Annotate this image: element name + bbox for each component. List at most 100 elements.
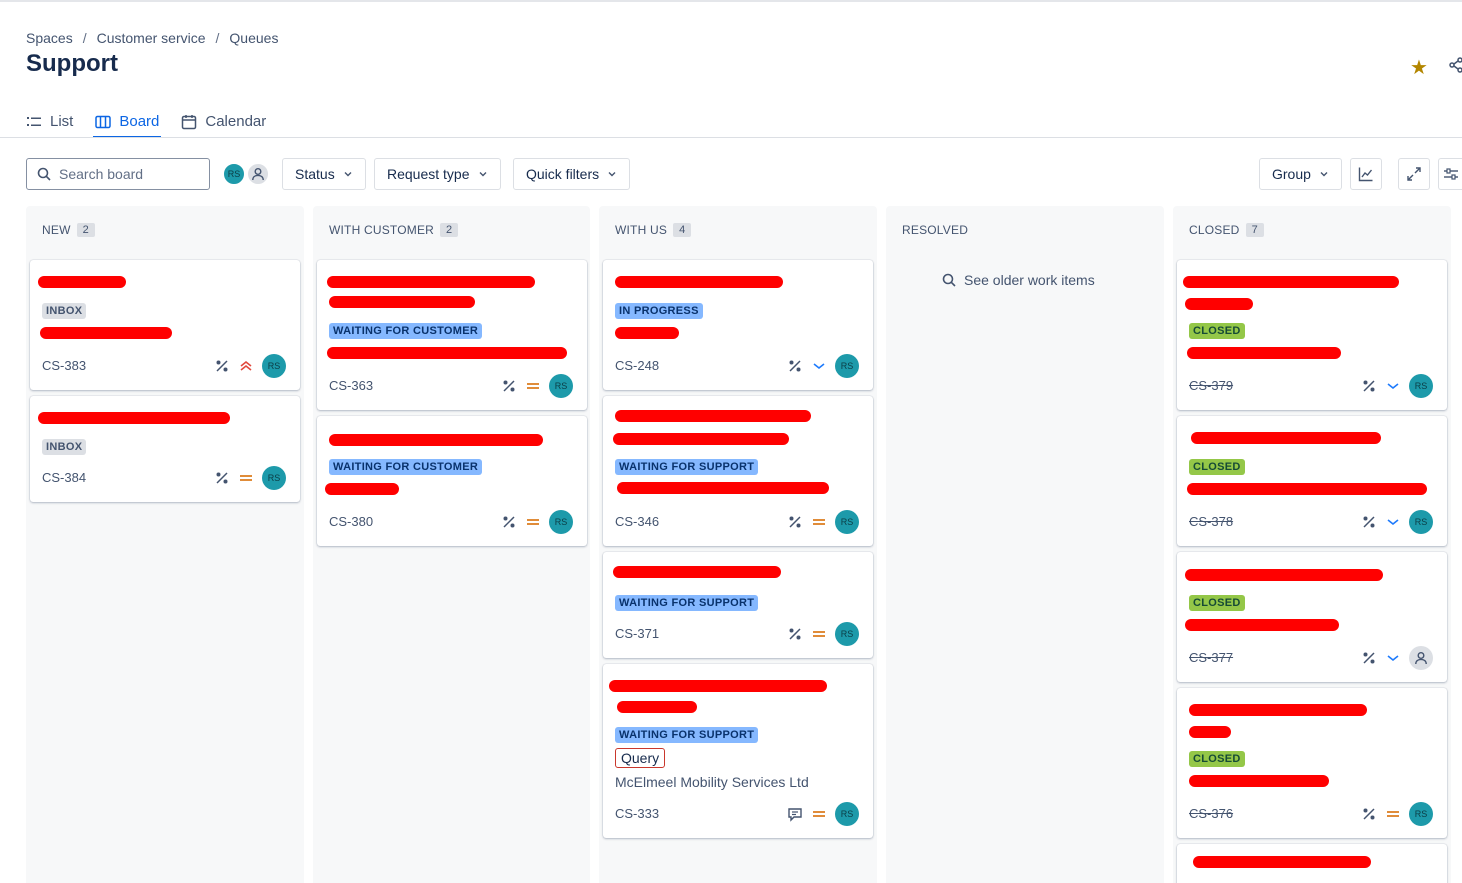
card-meta: RS [787, 510, 859, 534]
work-item-key[interactable]: CS-371 [615, 626, 660, 641]
board-icon [95, 115, 112, 129]
work-item-key[interactable]: CS-346 [615, 514, 660, 529]
work-item-card[interactable] [1177, 844, 1447, 883]
search-icon [942, 273, 956, 287]
column-count: 4 [673, 223, 692, 237]
quick-filters-dropdown[interactable]: Quick filters [513, 158, 631, 190]
tab-list[interactable]: List [26, 108, 73, 138]
assignee-avatar[interactable]: RS [262, 466, 286, 490]
column-header: WITH CUSTOMER 2 [329, 223, 459, 237]
see-older-work-items-link[interactable]: See older work items [942, 272, 1095, 288]
priority-low-icon [1387, 383, 1399, 390]
work-item-key[interactable]: CS-379 [1189, 378, 1234, 393]
group-dropdown[interactable]: Group [1259, 158, 1342, 190]
assignee-avatar[interactable]: RS [262, 354, 286, 378]
tab-calendar[interactable]: Calendar [181, 108, 266, 138]
work-item-key[interactable]: CS-376 [1189, 806, 1234, 821]
work-item-card[interactable]: INBOX CS-384 RS [30, 396, 300, 502]
unassigned-avatar[interactable] [1409, 646, 1433, 670]
column-count: 2 [440, 223, 459, 237]
sla-icon [216, 472, 228, 484]
work-item-key[interactable]: CS-378 [1189, 514, 1234, 529]
status-filter-dropdown[interactable]: Status [282, 158, 366, 190]
breadcrumb-queues[interactable]: Queues [229, 30, 279, 46]
assignee-avatar[interactable]: RS [835, 622, 859, 646]
chevron-down-icon [608, 172, 616, 177]
assignee-avatar[interactable]: RS [1409, 374, 1433, 398]
top-border [0, 0, 1462, 2]
work-item-card[interactable]: CLOSED CS-376 RS [1177, 688, 1447, 838]
redacted-summary [1189, 704, 1367, 716]
organization-name: McElmeel Mobility Services Ltd [615, 774, 809, 790]
share-icon[interactable] [1449, 57, 1462, 73]
assignee-avatar[interactable]: RS [549, 510, 573, 534]
insights-button[interactable] [1350, 158, 1382, 190]
assignee-avatar[interactable]: RS [1409, 510, 1433, 534]
work-item-card[interactable]: CLOSED CS-377 [1177, 552, 1447, 682]
column-with-us: WITH US 4 IN PROGRESS CS-248 RS WAITING … [599, 206, 877, 883]
work-item-card[interactable]: IN PROGRESS CS-248 RS [603, 260, 873, 390]
work-item-key[interactable]: CS-377 [1189, 650, 1234, 665]
column-new: NEW 2 INBOX CS-383 RS INBOX CS-384 RS [26, 206, 304, 883]
card-meta: RS [214, 466, 286, 490]
search-input[interactable] [59, 166, 199, 182]
redacted-summary [1185, 298, 1253, 310]
fullscreen-button[interactable] [1398, 158, 1430, 190]
work-item-card[interactable]: INBOX CS-383 RS [30, 260, 300, 390]
work-item-key[interactable]: CS-380 [329, 514, 374, 529]
priority-low-icon [813, 363, 825, 370]
redacted-reporter [1187, 483, 1427, 495]
assignee-avatar[interactable]: RS [835, 510, 859, 534]
breadcrumb-customer-service[interactable]: Customer service [96, 30, 206, 46]
card-meta: RS [787, 354, 859, 378]
work-item-card[interactable]: WAITING FOR SUPPORT CS-346 RS [603, 396, 873, 546]
assignee-avatar[interactable]: RS [835, 354, 859, 378]
avatar-filter-rs[interactable]: RS [222, 162, 246, 186]
board-toolbar: RS Status Request type Quick filters Gro… [26, 158, 1462, 190]
work-item-card[interactable]: CLOSED CS-378 RS [1177, 416, 1447, 546]
redacted-reporter [617, 482, 829, 494]
work-item-card[interactable]: WAITING FOR CUSTOMER CS-380 RS [317, 416, 587, 546]
star-icon[interactable]: ★ [1410, 57, 1428, 79]
assignee-avatar[interactable]: RS [549, 374, 573, 398]
avatar-filter-unassigned[interactable] [246, 162, 270, 186]
redacted-summary [1185, 569, 1383, 581]
status-lozenge: CLOSED [1189, 459, 1245, 475]
sla-icon [503, 516, 515, 528]
sla-icon [789, 516, 801, 528]
work-item-key[interactable]: CS-383 [42, 358, 87, 373]
assignee-avatar[interactable]: RS [1409, 802, 1433, 826]
calendar-icon [182, 115, 197, 130]
card-meta: RS [787, 802, 859, 826]
work-item-card[interactable]: WAITING FOR SUPPORT Query McElmeel Mobil… [603, 664, 873, 838]
status-lozenge: WAITING FOR SUPPORT [615, 595, 759, 611]
priority-medium-icon [813, 519, 825, 525]
work-item-key[interactable]: CS-384 [42, 470, 87, 485]
redacted-summary [615, 276, 783, 288]
status-lozenge: WAITING FOR CUSTOMER [329, 459, 483, 475]
column-header: WITH US 4 [615, 223, 692, 237]
expand-icon [1407, 167, 1421, 181]
work-item-key[interactable]: CS-248 [615, 358, 660, 373]
view-settings-button[interactable] [1438, 158, 1462, 190]
column-header: RESOLVED [902, 223, 969, 237]
chart-icon [1358, 167, 1373, 182]
search-icon [37, 167, 51, 181]
redacted-summary [1191, 432, 1381, 444]
work-item-card[interactable]: WAITING FOR CUSTOMER CS-363 RS [317, 260, 587, 410]
chevron-down-icon [344, 172, 352, 177]
redacted-reporter [327, 347, 567, 359]
breadcrumb-spaces[interactable]: Spaces [26, 30, 73, 46]
card-meta: RS [1361, 510, 1433, 534]
assignee-avatar[interactable]: RS [835, 802, 859, 826]
work-item-key[interactable]: CS-363 [329, 378, 374, 393]
work-item-card[interactable]: CLOSED CS-379 RS [1177, 260, 1447, 410]
work-item-key[interactable]: CS-333 [615, 806, 660, 821]
request-type-filter-dropdown[interactable]: Request type [374, 158, 501, 190]
view-tabs: List Board Calendar [26, 108, 266, 138]
tab-board[interactable]: Board [93, 108, 162, 138]
column-header: CLOSED 7 [1189, 223, 1264, 237]
column-closed: CLOSED 7 CLOSED CS-379 RS CLOSED CS-378 … [1173, 206, 1451, 883]
user-icon [1415, 652, 1427, 665]
work-item-card[interactable]: WAITING FOR SUPPORT CS-371 RS [603, 552, 873, 658]
